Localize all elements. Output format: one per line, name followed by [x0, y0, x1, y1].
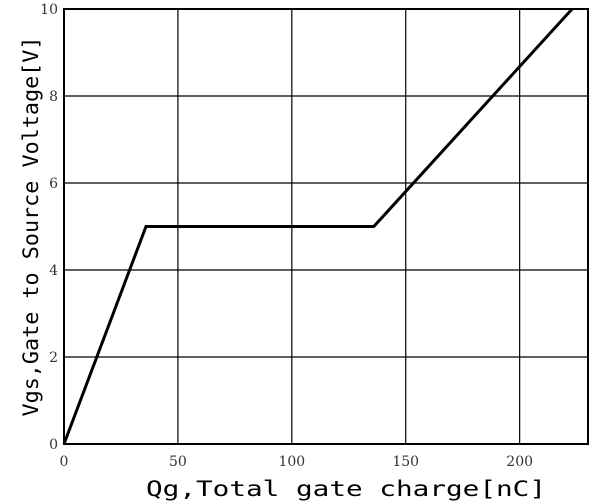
y-tick-labels: 0 2 4 6 8 10	[40, 2, 58, 453]
grid-lines	[64, 9, 588, 444]
y-tick-label: 0	[49, 437, 58, 453]
x-tick-label: 0	[60, 454, 69, 470]
y-axis-label: Vgs,Gate to Source Voltage[V]	[19, 37, 43, 417]
x-axis-label: Qg,Total gate charge[nC]	[146, 477, 546, 501]
x-tick-label: 150	[392, 454, 419, 470]
y-tick-label: 8	[49, 89, 58, 105]
x-tick-label: 50	[169, 454, 187, 470]
x-tick-labels: 0 50 100 150 200	[60, 454, 533, 470]
y-tick-label: 2	[49, 350, 58, 366]
series-line	[62, 7, 574, 445]
x-tick-label: 200	[506, 454, 533, 470]
y-tick-label: 6	[49, 176, 58, 192]
plot-frame	[63, 8, 589, 445]
series-layer	[62, 7, 574, 445]
y-tick-label: 4	[49, 263, 58, 279]
x-tick-label: 100	[278, 454, 305, 470]
y-tick-label: 10	[40, 2, 58, 18]
